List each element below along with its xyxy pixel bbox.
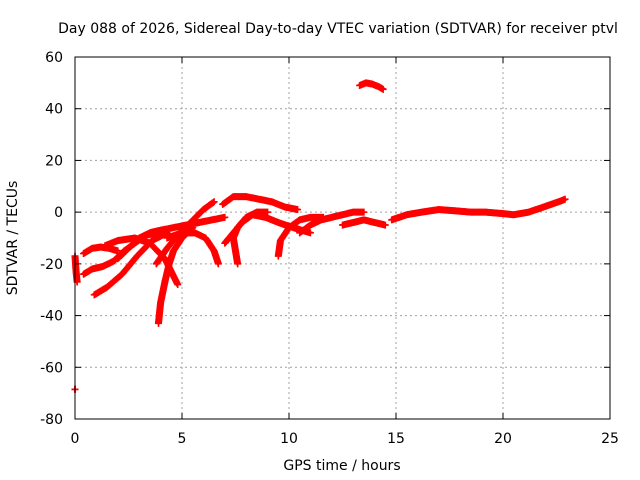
data-point xyxy=(379,85,387,93)
x-tick-label: 10 xyxy=(280,431,298,447)
series-arc-b xyxy=(71,252,81,286)
data-point xyxy=(294,206,302,214)
x-tick-label: 5 xyxy=(178,431,187,447)
axis-ticks xyxy=(74,56,611,420)
y-tick-label: -80 xyxy=(40,412,63,428)
x-tick-label: 15 xyxy=(387,431,405,447)
series-arc-r xyxy=(356,79,387,93)
series-arc-o xyxy=(274,213,327,260)
y-tick-label: -60 xyxy=(40,360,63,376)
y-tick-label: 20 xyxy=(45,153,63,169)
chart-title: Day 088 of 2026, Sidereal Day-to-day VTE… xyxy=(58,21,618,37)
data-point xyxy=(210,198,218,206)
series-arc-n xyxy=(229,208,272,268)
tick-labels: 0 5 10 15 20 25 -80 -60 -40 -20 0 20 40 60 xyxy=(40,50,619,447)
x-axis-label: GPS time / hours xyxy=(283,458,400,474)
data-point xyxy=(561,195,569,203)
data-points xyxy=(71,79,569,393)
y-tick-label: 0 xyxy=(54,205,63,221)
series-arc-q xyxy=(339,216,389,229)
data-point xyxy=(306,229,314,237)
x-tick-label: 0 xyxy=(71,431,80,447)
plot-frame xyxy=(74,56,611,420)
y-axis-label: SDTVAR / TECUs xyxy=(5,181,21,296)
data-point xyxy=(360,208,368,216)
series-arc-j xyxy=(146,213,229,237)
series-arc-s xyxy=(388,195,569,224)
data-point xyxy=(174,281,182,289)
data-point xyxy=(264,208,272,216)
data-point xyxy=(221,213,229,221)
series-arc-k xyxy=(163,229,222,268)
y-tick-label: 40 xyxy=(45,102,63,118)
series-arc-p xyxy=(296,208,368,237)
series-arc-l xyxy=(219,193,302,214)
series-arc-c xyxy=(80,243,122,258)
y-tick-label: 60 xyxy=(45,50,63,66)
x-tick-label: 25 xyxy=(601,431,619,447)
data-point xyxy=(381,221,389,229)
y-tick-label: -40 xyxy=(40,309,63,325)
data-point xyxy=(214,260,222,268)
x-tick-label: 20 xyxy=(494,431,512,447)
y-tick-label: -20 xyxy=(40,257,63,273)
